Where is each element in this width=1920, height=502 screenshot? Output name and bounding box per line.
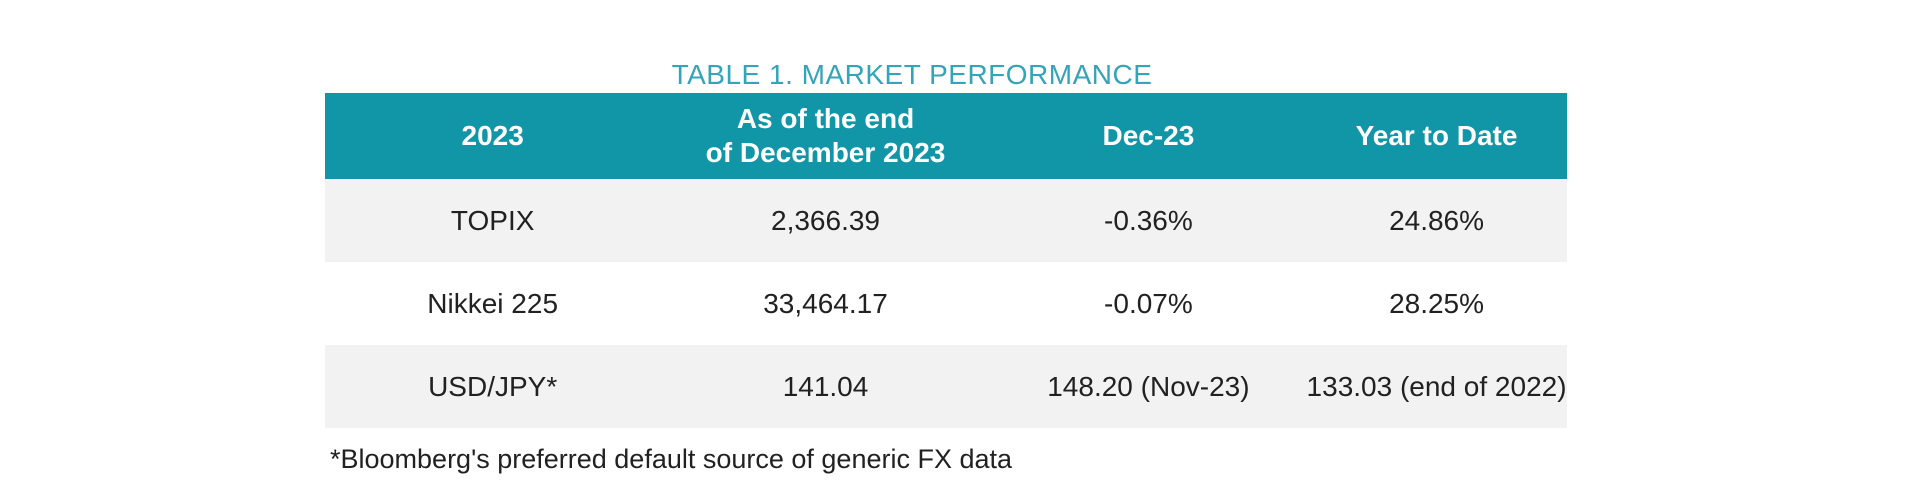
cell-year-to-date-value: 28.25% [1389, 287, 1485, 319]
cell-index-name: Nikkei 225 [427, 287, 559, 319]
table-row-nikkei-225: Nikkei 225 33,464.17 -0.07% 28.25% [325, 262, 1567, 345]
market-performance-table: 2023 As of the end of December 2023 Dec-… [325, 93, 1567, 428]
table-title: TABLE 1. MARKET PERFORMANCE [671, 59, 1153, 90]
cell-end-of-december-value: 141.04 [782, 370, 869, 402]
cell-index-name: USD/JPY* [428, 370, 558, 402]
header-cell-year: 2023 [461, 120, 524, 151]
cell-year-to-date-value: 24.86% [1389, 204, 1485, 236]
cell-year-to-date-value: 133.03 (end of 2022) [1306, 370, 1567, 402]
header-cell-year-to-date: Year to Date [1355, 120, 1518, 151]
cell-end-of-december-value: 33,464.17 [763, 287, 888, 319]
cell-index-name: TOPIX [450, 204, 535, 236]
table-row-usd-jpy: USD/JPY* 141.04 148.20 (Nov-23) 133.03 (… [325, 345, 1567, 428]
cell-dec-23-value: -0.36% [1104, 204, 1193, 236]
footnote-bloomberg-fx-source: *Bloomberg's preferred default source of… [330, 444, 1013, 474]
cell-end-of-december-value: 2,366.39 [771, 204, 880, 236]
table-header-row: 2023 As of the end of December 2023 Dec-… [325, 93, 1567, 179]
cell-dec-23-value: 148.20 (Nov-23) [1047, 370, 1250, 402]
header-cell-line2: of December 2023 [705, 137, 946, 168]
cell-dec-23-value: -0.07% [1104, 287, 1193, 319]
header-cell-dec-23: Dec-23 [1102, 120, 1195, 151]
table-row-topix: TOPIX 2,366.39 -0.36% 24.86% [325, 179, 1567, 262]
header-cell-line1: As of the end [736, 103, 915, 134]
header-cell-as-of-end-december: As of the end of December 2023 [660, 102, 990, 170]
